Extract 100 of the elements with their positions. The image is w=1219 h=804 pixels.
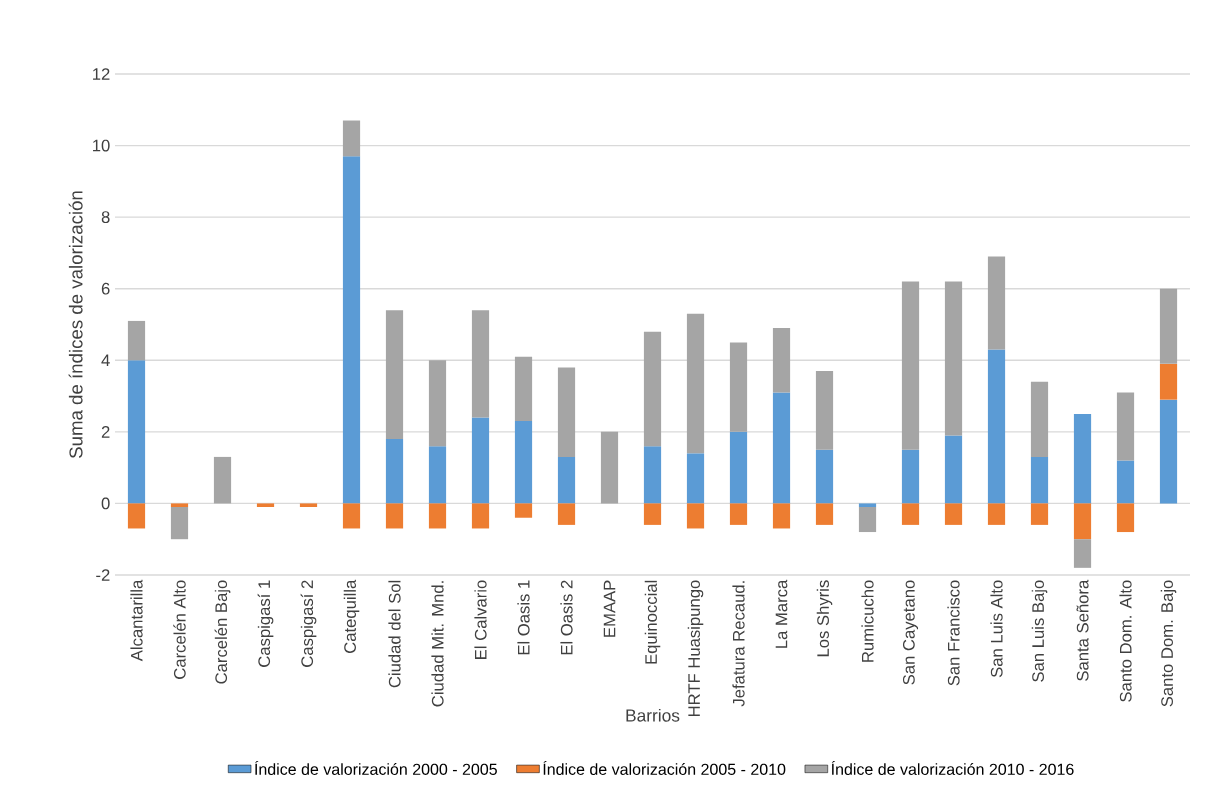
bar (772, 503, 791, 529)
bar (944, 435, 963, 504)
x-tick-label: Santo Dom. Alto (1119, 580, 1132, 702)
y-tick-label: 8 (101, 211, 110, 224)
x-tick-label: El Oasis 1 (517, 580, 530, 655)
bar (858, 507, 877, 533)
bar (729, 431, 748, 504)
bar (987, 349, 1006, 504)
bar (127, 320, 146, 361)
bar (1030, 456, 1049, 504)
bar (557, 456, 576, 504)
bar (471, 310, 490, 418)
bar (1159, 399, 1178, 504)
bar (901, 503, 920, 525)
bar (428, 503, 447, 529)
x-tick-label: Caspigasí 2 (300, 580, 317, 667)
bar (729, 503, 748, 525)
x-axis-title: Barrios (626, 708, 680, 722)
bar (385, 503, 404, 529)
bar (342, 503, 361, 529)
legend-label: Índice de valorización 2000 - 2005 (255, 760, 497, 775)
x-tick-label: Santo Dom. Bajo (1160, 580, 1177, 707)
bar (772, 392, 791, 504)
bar (299, 503, 318, 508)
bar (1159, 363, 1178, 400)
bar (944, 281, 963, 436)
bar (643, 446, 662, 504)
bar (815, 449, 834, 504)
bar (643, 331, 662, 447)
bar (1159, 288, 1178, 364)
bar (170, 507, 189, 540)
x-tick-label: San Luis Alto (990, 580, 1003, 678)
x-tick-label: HRTF Huasipungo (687, 580, 704, 717)
bar (686, 313, 705, 454)
bar (987, 503, 1006, 525)
x-tick-label: San Cayetano (902, 580, 919, 685)
bar (1116, 503, 1135, 533)
bar (471, 503, 490, 529)
legend-label: Índice de valorización 2005 - 2010 (543, 760, 786, 775)
y-axis-title: Suma de índices de valorización (68, 191, 83, 459)
bar (901, 449, 920, 504)
bar (858, 503, 877, 508)
bar (557, 367, 576, 457)
x-tick-label: Los Shyris (816, 580, 833, 657)
y-tick-label: 2 (101, 426, 110, 438)
bar (987, 256, 1006, 350)
bar (815, 503, 834, 525)
bar (428, 360, 447, 447)
x-tick-label: El Oasis 2 (560, 580, 573, 655)
x-tick-label: Jefatura Recaud. (732, 581, 745, 707)
y-tick-label: -2 (96, 569, 110, 581)
x-tick-label: Caspigasí 1 (257, 580, 274, 667)
x-tick-label: El Calvario (474, 580, 487, 659)
y-tick-label: 12 (93, 68, 110, 80)
bar (1073, 539, 1092, 568)
bar (686, 453, 705, 504)
bar (471, 417, 490, 504)
bar (514, 356, 533, 422)
bar (1030, 381, 1049, 457)
x-tick-label: EMAAP (603, 580, 616, 637)
bar (1073, 413, 1092, 504)
bar (557, 503, 576, 525)
bar (686, 503, 705, 529)
bar (170, 503, 189, 508)
bar (213, 456, 232, 504)
bar (1073, 503, 1092, 540)
legend-label: Índice de valorización 2010 - 2016 (831, 760, 1074, 775)
bar (1116, 392, 1135, 461)
bar (385, 310, 404, 440)
bar (600, 431, 619, 504)
x-tick-label: San Francisco (947, 580, 960, 686)
bar (127, 503, 146, 529)
y-tick-label: 4 (101, 354, 110, 367)
x-tick-label: Alcantarilla (130, 579, 143, 662)
bar (729, 342, 748, 432)
bar (127, 360, 146, 504)
bar (514, 503, 533, 518)
bar (385, 439, 404, 504)
bar (342, 120, 361, 157)
x-tick-label: Ciudad Mit. Mnd. (431, 581, 444, 707)
y-tick-label: 0 (101, 497, 110, 510)
x-tick-label: Rumicucho (861, 580, 874, 662)
x-tick-label: Santa Señora (1076, 579, 1089, 681)
bar (901, 281, 920, 450)
bar (944, 503, 963, 525)
x-tick-label: Catequilla (343, 579, 360, 653)
bar (772, 328, 791, 393)
bar (514, 421, 533, 504)
bar (815, 371, 834, 450)
bar (1030, 503, 1049, 525)
bar (342, 156, 361, 504)
y-tick-label: 10 (93, 139, 110, 152)
x-tick-label: San Luis Bajo (1031, 580, 1048, 682)
x-tick-label: Carcelén Alto (173, 580, 186, 679)
bar (643, 503, 662, 525)
x-tick-label: Equinoccial (644, 580, 661, 664)
bar (1116, 460, 1135, 504)
y-tick-label: 6 (101, 282, 110, 295)
x-tick-label: La Marca (775, 579, 788, 648)
bar (428, 446, 447, 504)
